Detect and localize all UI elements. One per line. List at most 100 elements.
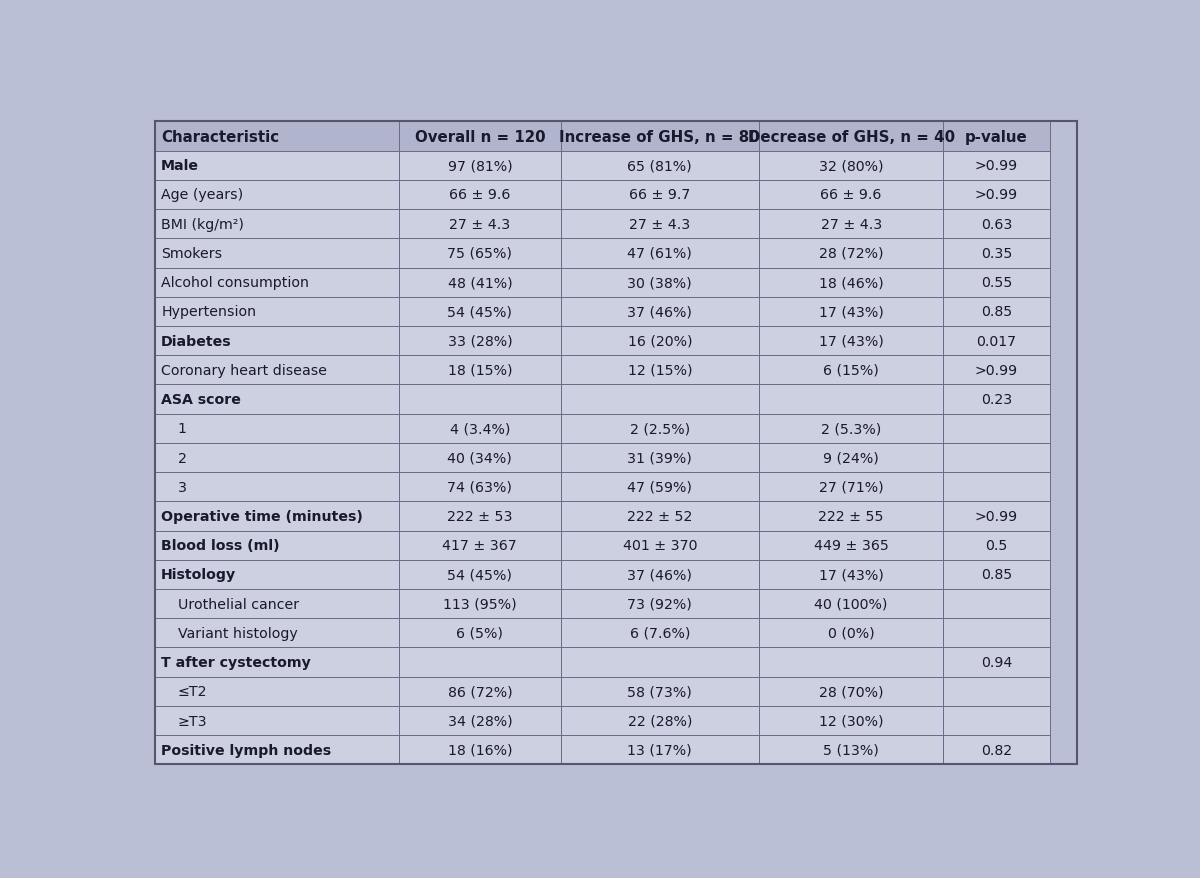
Bar [560,298,758,327]
Text: Alcohol consumption: Alcohol consumption [161,276,310,290]
Bar [943,501,1050,531]
Text: 0.94: 0.94 [980,655,1012,669]
Bar [560,210,758,239]
Bar [155,560,400,589]
Text: 6 (15%): 6 (15%) [823,363,880,378]
Text: 47 (61%): 47 (61%) [628,247,692,261]
Bar [400,414,560,443]
Text: 33 (28%): 33 (28%) [448,335,512,349]
Text: BMI (kg/m²): BMI (kg/m²) [161,218,244,232]
Text: 6 (5%): 6 (5%) [456,626,503,640]
Bar [560,443,758,472]
Text: 0 (0%): 0 (0%) [828,626,875,640]
Text: 4 (3.4%): 4 (3.4%) [450,421,510,435]
Bar [400,648,560,677]
Text: 12 (30%): 12 (30%) [818,714,883,728]
Bar [943,239,1050,269]
Bar [400,501,560,531]
Bar [155,151,400,181]
Text: 27 ± 4.3: 27 ± 4.3 [821,218,882,232]
Text: Blood loss (ml): Blood loss (ml) [161,538,280,552]
Text: 0.85: 0.85 [980,305,1012,319]
Bar [400,677,560,706]
Text: 5 (13%): 5 (13%) [823,743,880,757]
Bar [400,589,560,619]
Text: 28 (70%): 28 (70%) [818,685,883,699]
Bar [943,210,1050,239]
Text: 6 (7.6%): 6 (7.6%) [630,626,690,640]
Text: p-value: p-value [965,129,1028,144]
Text: 17 (43%): 17 (43%) [818,305,883,319]
Bar [155,677,400,706]
Bar [400,181,560,210]
Bar [400,298,560,327]
Text: 66 ± 9.7: 66 ± 9.7 [629,188,690,202]
Text: 0.35: 0.35 [980,247,1012,261]
Bar [155,648,400,677]
Text: Histology: Histology [161,568,236,582]
Text: 16 (20%): 16 (20%) [628,335,692,349]
Text: ASA score: ASA score [161,392,241,407]
Bar [758,501,943,531]
Text: 2 (2.5%): 2 (2.5%) [630,421,690,435]
Bar [400,560,560,589]
Bar [758,298,943,327]
Bar [560,122,758,152]
Text: Operative time (minutes): Operative time (minutes) [161,509,364,523]
Text: 0.5: 0.5 [985,538,1008,552]
Bar [758,414,943,443]
Bar [155,327,400,356]
Bar [560,560,758,589]
Bar [155,414,400,443]
Bar [560,472,758,502]
Text: Age (years): Age (years) [161,188,244,202]
Text: 30 (38%): 30 (38%) [628,276,692,290]
Bar [758,239,943,269]
Text: T after cystectomy: T after cystectomy [161,655,311,669]
Text: 40 (34%): 40 (34%) [448,451,512,465]
Text: 0.82: 0.82 [980,743,1012,757]
Bar [943,443,1050,472]
Text: Diabetes: Diabetes [161,335,232,349]
Text: 12 (15%): 12 (15%) [628,363,692,378]
Bar [943,385,1050,414]
Text: Hypertension: Hypertension [161,305,257,319]
Bar [943,589,1050,619]
Text: 32 (80%): 32 (80%) [818,159,883,173]
Text: 222 ± 55: 222 ± 55 [818,509,884,523]
Text: Coronary heart disease: Coronary heart disease [161,363,328,378]
Bar [943,269,1050,298]
Bar [400,210,560,239]
Bar [155,298,400,327]
Bar [758,619,943,648]
Bar [155,501,400,531]
Text: Increase of GHS, n = 80: Increase of GHS, n = 80 [559,129,760,144]
Bar [758,210,943,239]
Text: >0.99: >0.99 [974,509,1018,523]
Bar [758,589,943,619]
Text: 66 ± 9.6: 66 ± 9.6 [449,188,510,202]
Bar [155,385,400,414]
Text: 34 (28%): 34 (28%) [448,714,512,728]
Bar [155,472,400,502]
Bar [758,443,943,472]
Bar [943,619,1050,648]
Bar [560,736,758,765]
Bar [758,531,943,560]
Text: 27 (71%): 27 (71%) [818,480,883,494]
Bar [400,706,560,736]
Text: >0.99: >0.99 [974,363,1018,378]
Text: 66 ± 9.6: 66 ± 9.6 [821,188,882,202]
Bar [400,531,560,560]
Text: 1: 1 [178,421,187,435]
Text: 74 (63%): 74 (63%) [448,480,512,494]
Bar [155,122,400,152]
Text: 0.63: 0.63 [980,218,1012,232]
Text: 17 (43%): 17 (43%) [818,568,883,582]
Bar [943,472,1050,502]
Bar [560,501,758,531]
Bar [560,356,758,385]
Bar [943,151,1050,181]
Text: 18 (15%): 18 (15%) [448,363,512,378]
Bar [155,706,400,736]
